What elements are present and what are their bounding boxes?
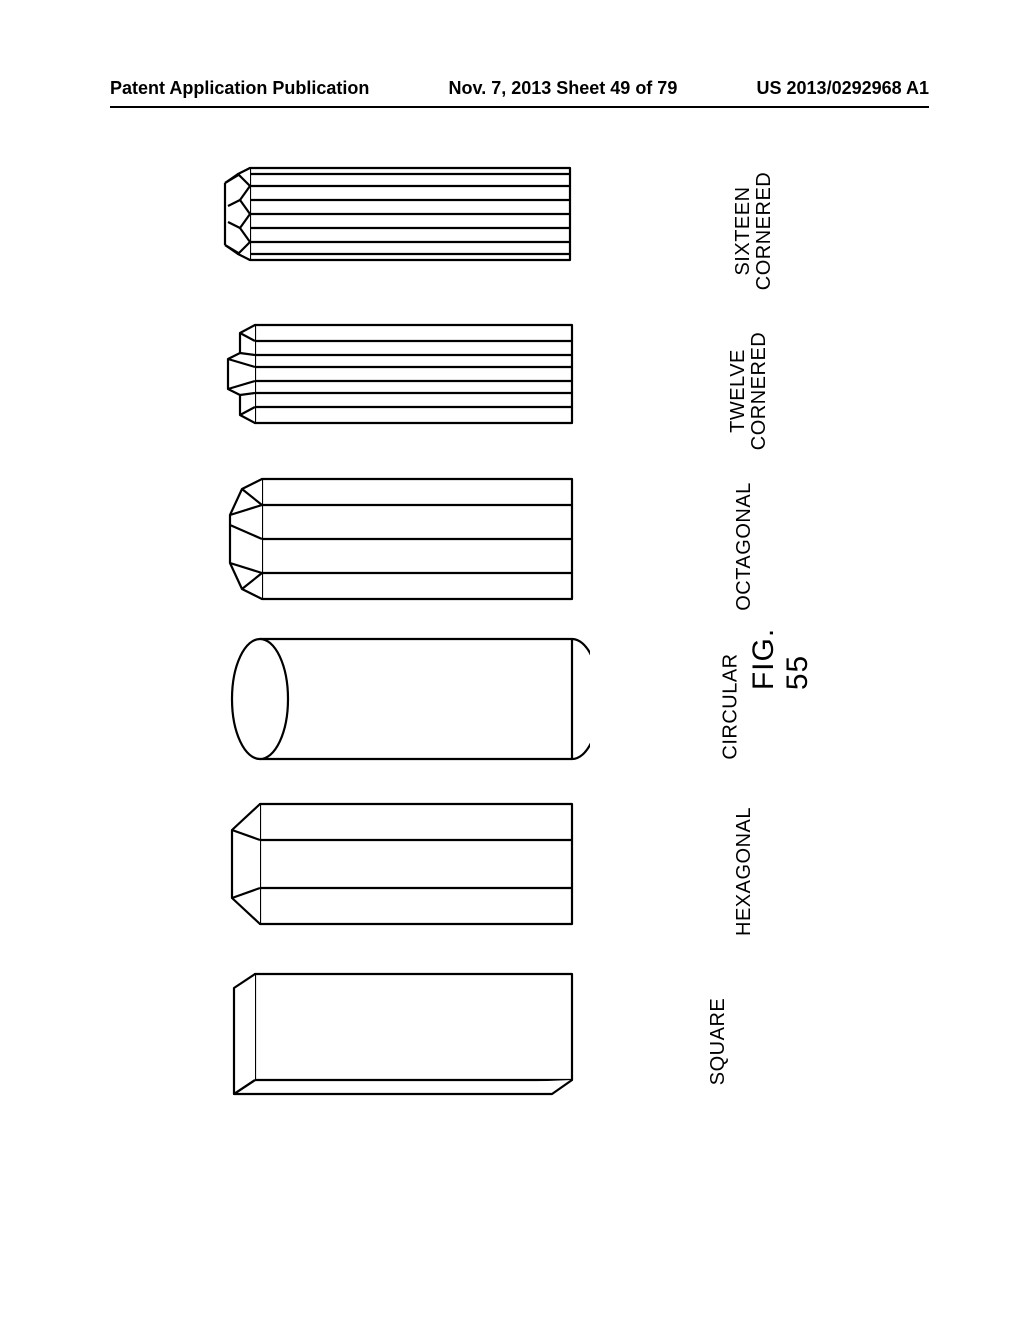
label-octagonal: OCTAGONAL <box>733 482 756 611</box>
header-center: Nov. 7, 2013 Sheet 49 of 79 <box>449 78 678 99</box>
header-left: Patent Application Publication <box>110 78 369 99</box>
label-circular: CIRCULAR <box>720 653 743 759</box>
label-square: SQUARE <box>707 998 730 1085</box>
header-rule <box>110 106 929 108</box>
sixteen-cornered-svg <box>220 150 590 280</box>
label-hexagonal: HEXAGONAL <box>733 807 756 936</box>
twelve-cornered-svg <box>220 305 590 445</box>
label-twelve: TWELVECORNERED <box>728 332 770 450</box>
label-sixteen: SIXTEENCORNERED <box>733 172 775 290</box>
hexagonal-svg <box>220 790 590 940</box>
page-header: Patent Application Publication Nov. 7, 2… <box>110 78 929 99</box>
figure-area: SIXTEENCORNERED TWELVECORNERED <box>220 150 650 1200</box>
octagonal-svg <box>220 465 590 615</box>
figure-caption: FIG. 55 <box>747 628 815 690</box>
square-svg <box>220 960 590 1110</box>
circular-svg <box>220 625 590 775</box>
header-right: US 2013/0292968 A1 <box>757 78 929 99</box>
